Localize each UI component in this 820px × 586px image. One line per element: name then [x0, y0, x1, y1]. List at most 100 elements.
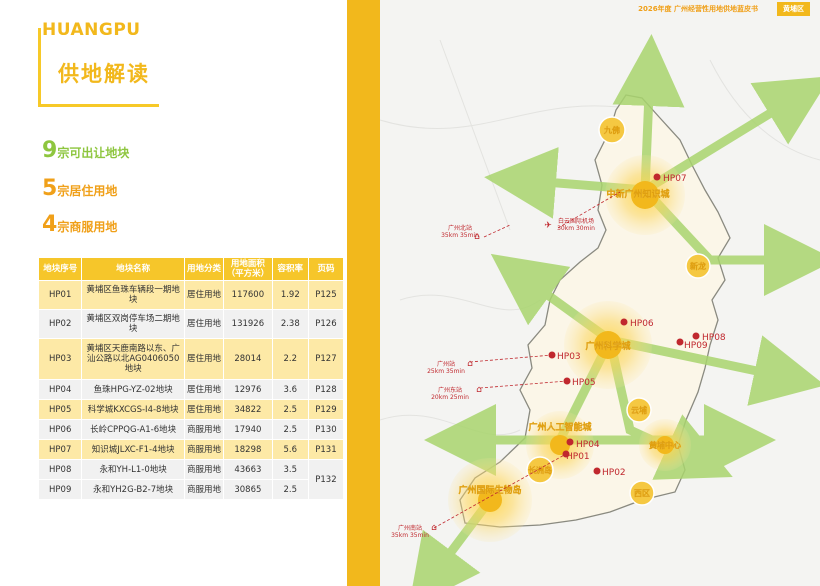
cell-page: P127 [307, 338, 345, 380]
hub-core [631, 181, 659, 209]
cell-area: 131926 [223, 309, 273, 339]
col-far: 容积率 [271, 257, 309, 281]
cell-far: 2.5 [271, 419, 309, 440]
cell-area: 34822 [223, 399, 273, 420]
cell-type: 居住用地 [183, 280, 225, 310]
cell-area: 117600 [223, 280, 273, 310]
table-row[interactable]: HP08 永和YH-L1-0地块 商服用地 43663 3.5 P132 [37, 459, 345, 500]
svg-text:广州北站: 广州北站 [448, 224, 472, 232]
svg-text:HP03: HP03 [557, 352, 581, 362]
cell-type: 商服用地 [183, 419, 225, 440]
plot-hp06[interactable]: HP06 [620, 318, 654, 330]
airplane-icon: ✈ [544, 221, 552, 231]
plot-hp07[interactable]: HP07 [653, 173, 687, 185]
town-label-jiufo: 九佛 [603, 125, 620, 135]
svg-text:HP06: HP06 [630, 319, 654, 329]
table-row[interactable]: HP07 知识城JLXC-F1-4地块 商服用地 18298 5.6 P131 [37, 439, 345, 460]
hub-label-science-city: 广州科学城 [585, 340, 630, 352]
district-tag: 黄埔区 [777, 2, 810, 16]
table-header-row: 地块序号 地块名称 用地分类 用地面积（平方米） 容积率 页码 [37, 257, 345, 281]
transit-guangzhou-station: 广州站 25km 35min ⌂ [427, 359, 473, 375]
svg-text:广州南站: 广州南站 [398, 524, 422, 532]
cell-type: 居住用地 [183, 399, 225, 420]
district-map[interactable]: 2026年度 广州经营性用地供地蓝皮书 黄埔区 [380, 0, 820, 586]
cell-name: 知识城JLXC-F1-4地块 [81, 439, 185, 460]
table-row[interactable]: HP04 鱼珠HPG-YZ-02地块 居住用地 12976 3.6 P128 [37, 379, 345, 400]
cell-area: 43663 [223, 459, 273, 480]
info-panel: HUANGPU 供地解读 9宗可出让地块 5宗居住用地 4宗商服用地 地块序号 … [0, 0, 380, 586]
cell-name: 鱼珠HPG-YZ-02地块 [81, 379, 185, 400]
district-name: HUANGPU [42, 20, 141, 40]
town-label-changzhou: 长洲岛 [528, 465, 552, 475]
cell-far: 5.6 [271, 439, 309, 460]
hub-core [478, 488, 502, 512]
svg-text:白云国际机场: 白云国际机场 [558, 217, 594, 225]
cell-type: 商服用地 [183, 459, 225, 480]
svg-text:20km 25min: 20km 25min [431, 394, 469, 401]
cell-page: P129 [307, 399, 345, 420]
cell-area: 17940 [223, 419, 273, 440]
cell-name: 黄埔区鱼珠车辆段一期地块 [81, 280, 185, 310]
cell-page: P130 [307, 419, 345, 440]
cell-type: 居住用地 [183, 379, 225, 400]
svg-text:HP05: HP05 [572, 378, 596, 388]
land-table: 地块序号 地块名称 用地分类 用地面积（平方米） 容积率 页码 HP01 黄埔区… [37, 257, 345, 500]
cell-page: P132 [307, 459, 345, 500]
plot-hp08[interactable]: HP08 [692, 332, 726, 344]
cell-far: 2.38 [271, 309, 309, 339]
svg-text:HP07: HP07 [663, 174, 687, 184]
corner-frame [38, 28, 159, 107]
svg-text:HP08: HP08 [702, 333, 726, 343]
svg-text:25km 35min: 25km 35min [427, 368, 465, 375]
table-row[interactable]: HP02 黄埔区双岗停车场二期地块 居住用地 131926 2.38 P126 [37, 309, 345, 339]
cell-area: 30865 [223, 479, 273, 500]
cell-name: 永和YH2G-B2-7地块 [81, 479, 185, 500]
table-row[interactable]: HP05 科学城KXCGS-I4-8地块 居住用地 34822 2.5 P129 [37, 399, 345, 420]
cell-id: HP03 [37, 338, 83, 380]
hub-core [656, 436, 674, 454]
plot-hp01[interactable]: HP01 [562, 450, 590, 463]
cell-id: HP01 [37, 280, 83, 310]
town-label-xinlong: 新龙 [690, 261, 706, 271]
doc-title: 2026年度 广州经营性用地供地蓝皮书 [638, 5, 758, 13]
hub-labels: 中新广州知识城 广州科学城 广州人工智能城 广州国际生物岛 长洲岛 黄埔中心 云… [458, 125, 706, 498]
table-row[interactable]: HP06 长岭CPPQG-A1-6地块 商服用地 17940 2.5 P130 [37, 419, 345, 440]
cell-type: 居住用地 [183, 309, 225, 339]
hub-label-bio-island: 广州国际生物岛 [458, 484, 521, 496]
cell-page: P125 [307, 280, 345, 310]
cell-far: 3.6 [271, 379, 309, 400]
train-icon: ⌂ [431, 523, 437, 533]
hub-core [550, 435, 570, 455]
cell-page: P126 [307, 309, 345, 339]
cell-id: HP08 [37, 459, 83, 480]
table-row[interactable]: HP03 黄埔区天鹿南路以东、广汕公路以北AG0406050地块 居住用地 28… [37, 338, 345, 380]
stat-commercial: 4宗商服用地 [42, 212, 118, 237]
transit-east-station: 广州东站 20km 25min ⌂ [431, 385, 482, 401]
cell-type: 居住用地 [183, 338, 225, 380]
cell-area: 12976 [223, 379, 273, 400]
transit-links [433, 191, 621, 529]
map-canvas: 中新广州知识城 广州科学城 广州人工智能城 广州国际生物岛 长洲岛 黄埔中心 云… [380, 34, 820, 586]
section-title: 供地解读 [58, 62, 150, 86]
cell-type: 商服用地 [183, 439, 225, 460]
cell-name: 长岭CPPQG-A1-6地块 [81, 419, 185, 440]
col-name: 地块名称 [81, 257, 185, 281]
transit-north-station: 广州北站 35km 35min ⌂ [441, 224, 480, 242]
svg-text:广州站: 广州站 [437, 360, 455, 368]
plot-hp09[interactable]: HP09 [676, 338, 708, 352]
hub-label-ai-city: 广州人工智能城 [528, 421, 591, 433]
transit-airport: ✈ 白云国际机场 30km 30min [544, 217, 595, 232]
table-row[interactable]: HP09 永和YH2G-B2-7地块 商服用地 30865 2.5 [37, 479, 344, 500]
cell-area: 28014 [223, 338, 273, 380]
cell-area: 18298 [223, 439, 273, 460]
svg-text:HP01: HP01 [566, 452, 590, 462]
svg-text:广州东站: 广州东站 [438, 386, 462, 394]
cell-far: 2.5 [271, 479, 309, 500]
transit-labels: ✈ 白云国际机场 30km 30min 广州北站 35km 35min ⌂ 广州… [391, 217, 595, 539]
cell-type: 商服用地 [183, 479, 225, 500]
cell-id: HP09 [37, 479, 83, 500]
table-row[interactable]: HP01 黄埔区鱼珠车辆段一期地块 居住用地 117600 1.92 P125 [37, 280, 345, 310]
town-label-yunpu: 云埔 [631, 405, 647, 415]
plot-hp04[interactable]: HP04 [566, 438, 600, 451]
plot-hp02[interactable]: HP02 [593, 467, 626, 479]
